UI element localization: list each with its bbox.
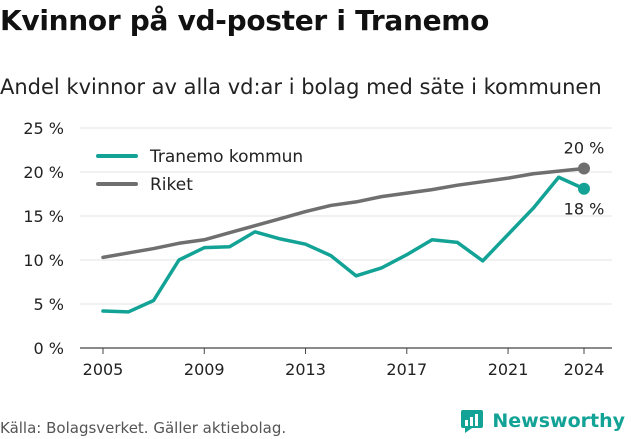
series-lines [101,162,590,314]
series-line-0 [101,175,586,314]
y-tick-label: 10 % [23,251,64,270]
x-tick-label: 2009 [184,360,225,379]
x-axis-ticks: 2005 2009 2013 2017 2021 2024 [83,348,605,379]
legend: Tranemo kommun Riket [96,147,303,195]
brand-name: Newsworthy [492,410,625,432]
series-end-point [578,162,590,175]
series-end-point [578,182,590,195]
end-labels: 18 % 20 % [564,138,605,218]
y-tick-label: 15 % [23,207,64,226]
legend-label: Tranemo kommun [149,147,303,167]
x-tick-label: 2021 [488,360,529,379]
y-axis-ticks: 0 % 5 % 10 % 15 % 20 % 25 % [23,119,64,358]
grid-lines [80,127,612,349]
source-note: Källa: Bolagsverket. Gäller aktiebolag. [0,419,287,437]
page-subtitle: Andel kvinnor av alla vd:ar i bolag med … [0,75,602,99]
x-tick-label: 2017 [386,360,427,379]
legend-label: Riket [150,175,193,195]
x-tick-label: 2005 [83,360,124,379]
series-end-label: 20 % [564,138,605,157]
y-tick-label: 25 % [23,119,64,138]
page-title: Kvinnor på vd-poster i Tranemo [0,4,490,37]
x-tick-label: 2024 [564,360,605,379]
y-tick-label: 0 % [34,339,64,358]
x-tick-label: 2013 [285,360,326,379]
y-tick-label: 5 % [34,295,64,314]
brand-logo[interactable]: Newsworthy [460,409,625,433]
series-end-label: 18 % [564,200,605,219]
newsworthy-logo-icon [461,410,484,433]
y-tick-label: 20 % [23,163,64,182]
line-chart: 0 %5 %10 %15 %20 %25 % 2005 2009 2013 2017 2… [23,119,612,379]
series-line-1 [101,166,586,260]
